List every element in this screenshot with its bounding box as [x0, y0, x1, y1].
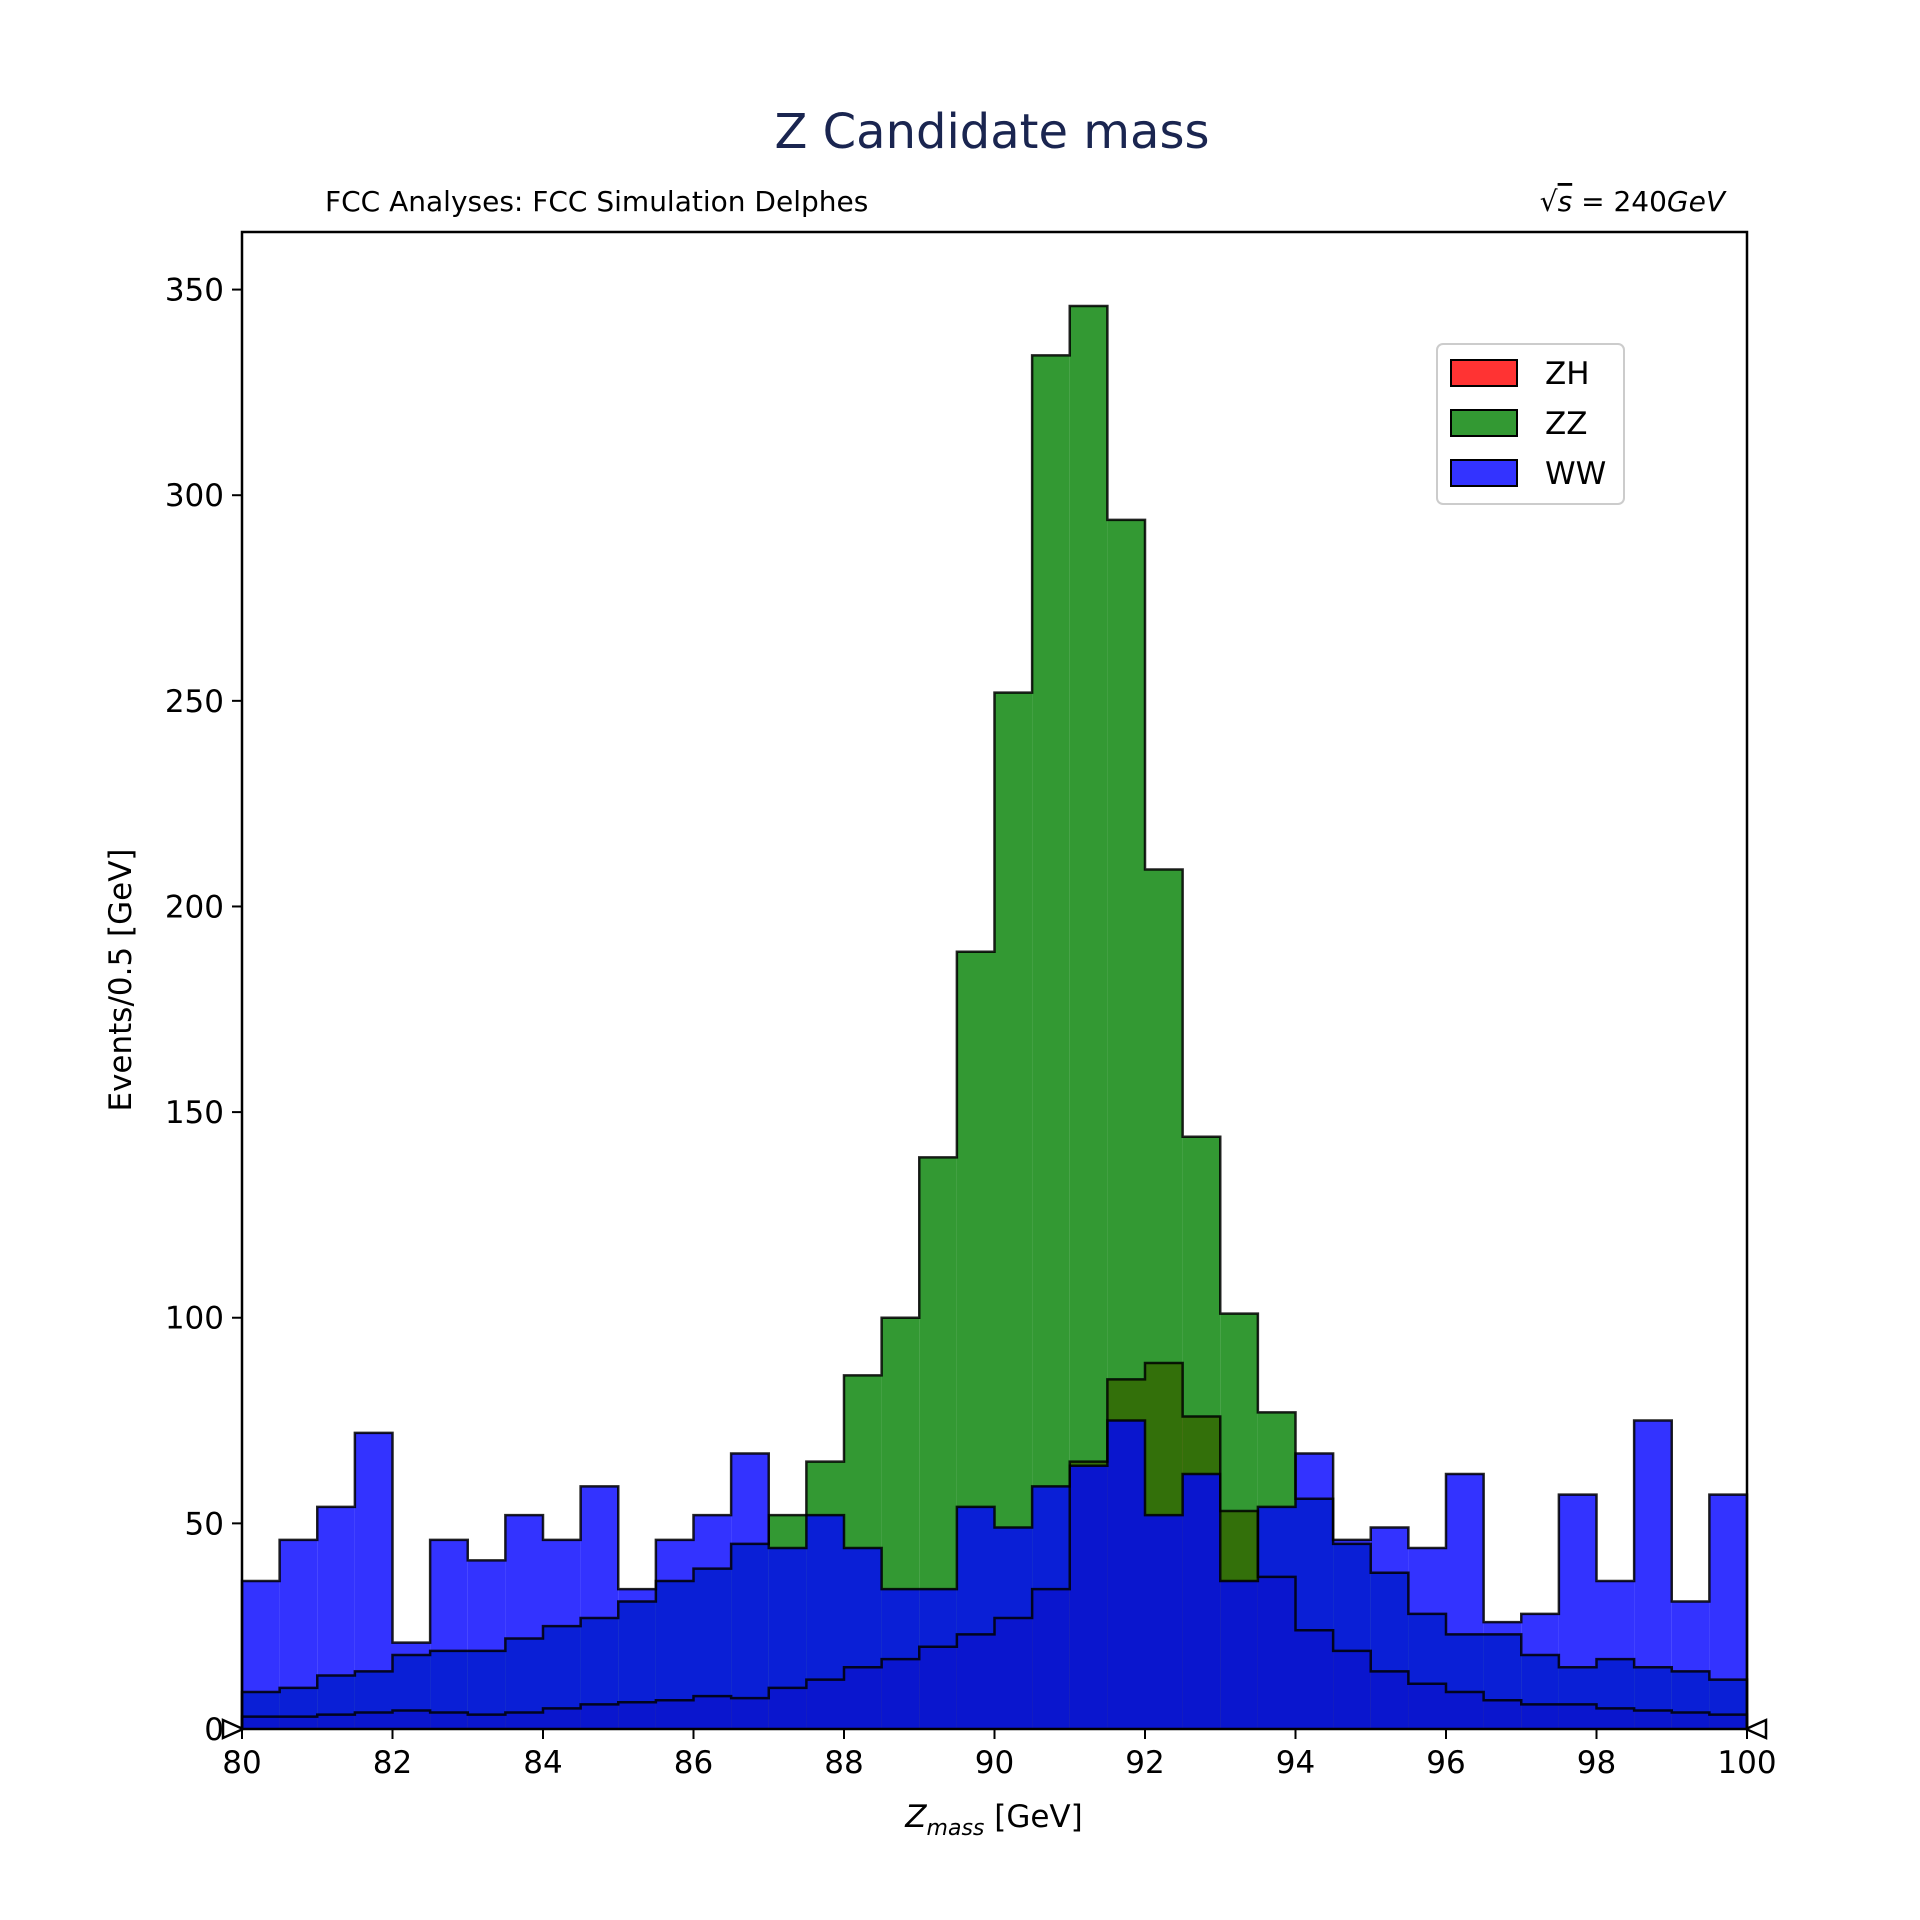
legend-swatch-zh — [1450, 359, 1518, 387]
ww-bar — [1596, 1580, 1635, 1729]
x-axis-label: Zmass [GeV] — [904, 1799, 1082, 1841]
ww-bar — [1446, 1474, 1484, 1729]
x-axis-label-unit: [GeV] — [984, 1799, 1082, 1835]
legend-swatch-zz — [1450, 409, 1518, 437]
y-axis-label: Events/0.5 [GeV] — [103, 848, 139, 1111]
x-tick-label: 82 — [373, 1745, 412, 1781]
ww-bar — [618, 1589, 656, 1729]
y-tick-label: 100 — [165, 1301, 224, 1337]
chart-title: Z Candidate mass — [775, 104, 1210, 160]
ww-bar — [1257, 1506, 1296, 1729]
ww-bar — [467, 1560, 506, 1729]
ww-bar — [1634, 1420, 1672, 1729]
y-tick-label: 0 — [204, 1712, 224, 1748]
ww-step-outline — [240, 1419, 1749, 1729]
y-tick-label: 200 — [165, 889, 224, 925]
histogram-outlines — [240, 304, 1749, 1729]
energy-value: = 240 — [1572, 185, 1667, 218]
x-tick-label: 98 — [1577, 1745, 1616, 1781]
ww-bar — [279, 1539, 318, 1729]
ww-bar — [919, 1589, 957, 1729]
ww-bar — [806, 1515, 844, 1729]
ww-bar — [580, 1486, 619, 1729]
chart-subtitle-left: FCC Analyses: FCC Simulation Delphes — [325, 185, 868, 218]
ww-bar — [1370, 1527, 1409, 1729]
y-axis: 0 50 100 150 200 250 300 350 — [165, 273, 242, 1748]
zz-step-outline — [240, 304, 1749, 1729]
legend-item-ww: WW — [1450, 456, 1606, 492]
y-tick-label: 150 — [165, 1095, 224, 1131]
ww-bar — [655, 1539, 694, 1729]
series-ww — [242, 1420, 1747, 1729]
ww-bar — [543, 1539, 581, 1729]
y-tick-label: 350 — [165, 273, 224, 309]
ww-bar — [1709, 1494, 1747, 1729]
x-axis-label-main: Z — [904, 1799, 927, 1835]
overflow-arrow-icon — [1742, 1718, 1768, 1740]
legend-swatch-ww — [1450, 459, 1518, 487]
ww-bar — [768, 1548, 807, 1729]
x-tick-label: 100 — [1717, 1745, 1776, 1781]
x-axis: 80 82 84 86 88 90 92 94 96 98 100 — [222, 1729, 1777, 1781]
ww-bar — [1107, 1420, 1145, 1729]
ww-bar — [505, 1515, 543, 1729]
x-tick-label: 88 — [824, 1745, 863, 1781]
x-tick-label: 80 — [222, 1745, 261, 1781]
histogram-bars — [242, 306, 1747, 1729]
ww-bar — [1408, 1548, 1446, 1729]
legend-label-ww: WW — [1545, 456, 1606, 492]
x-tick-label: 84 — [523, 1745, 562, 1781]
sqrt-s: s — [1558, 185, 1573, 218]
x-tick-label: 92 — [1125, 1745, 1164, 1781]
x-axis-label-sub: mass — [927, 1816, 985, 1841]
ww-bar — [1220, 1580, 1258, 1729]
ww-bar — [1333, 1539, 1371, 1729]
energy-unit: GeV — [1667, 185, 1727, 218]
zh-step-outline — [240, 1361, 1749, 1729]
legend-label-zz: ZZ — [1545, 406, 1587, 442]
ww-bar — [1069, 1465, 1108, 1729]
sqrt-symbol: √ — [1540, 185, 1558, 218]
legend: ZH ZZ WW — [1436, 343, 1625, 505]
x-tick-label: 96 — [1426, 1745, 1465, 1781]
ww-bar — [242, 1580, 280, 1729]
ww-bar — [392, 1642, 431, 1729]
ww-bar — [956, 1506, 995, 1729]
y-tick-label: 250 — [165, 684, 224, 720]
ww-bar — [354, 1432, 393, 1729]
legend-item-zh: ZH — [1450, 356, 1590, 392]
x-tick-label: 86 — [674, 1745, 713, 1781]
ww-bar — [844, 1548, 882, 1729]
ww-bar — [1671, 1601, 1710, 1729]
legend-label-zh: ZH — [1545, 356, 1590, 392]
y-tick-label: 300 — [165, 478, 224, 514]
ww-bar — [1182, 1474, 1221, 1729]
y-tick-label: 50 — [185, 1506, 224, 1542]
ww-bar — [1558, 1494, 1597, 1729]
ww-bar — [994, 1527, 1033, 1729]
x-tick-label: 90 — [975, 1745, 1014, 1781]
chart-subtitle-right: √s = 240GeV — [1540, 185, 1727, 218]
ww-bar — [1145, 1515, 1183, 1729]
ww-bar — [731, 1453, 769, 1729]
ww-bar — [1032, 1486, 1070, 1729]
ww-bar — [693, 1515, 732, 1729]
ww-bar — [1295, 1453, 1334, 1729]
x-tick-label: 94 — [1276, 1745, 1315, 1781]
ww-bar — [430, 1539, 468, 1729]
ww-bar — [1521, 1613, 1559, 1729]
underflow-arrow-icon — [221, 1718, 247, 1740]
legend-item-zz: ZZ — [1450, 406, 1587, 442]
ww-bar — [317, 1506, 355, 1729]
ww-bar — [1483, 1622, 1522, 1729]
